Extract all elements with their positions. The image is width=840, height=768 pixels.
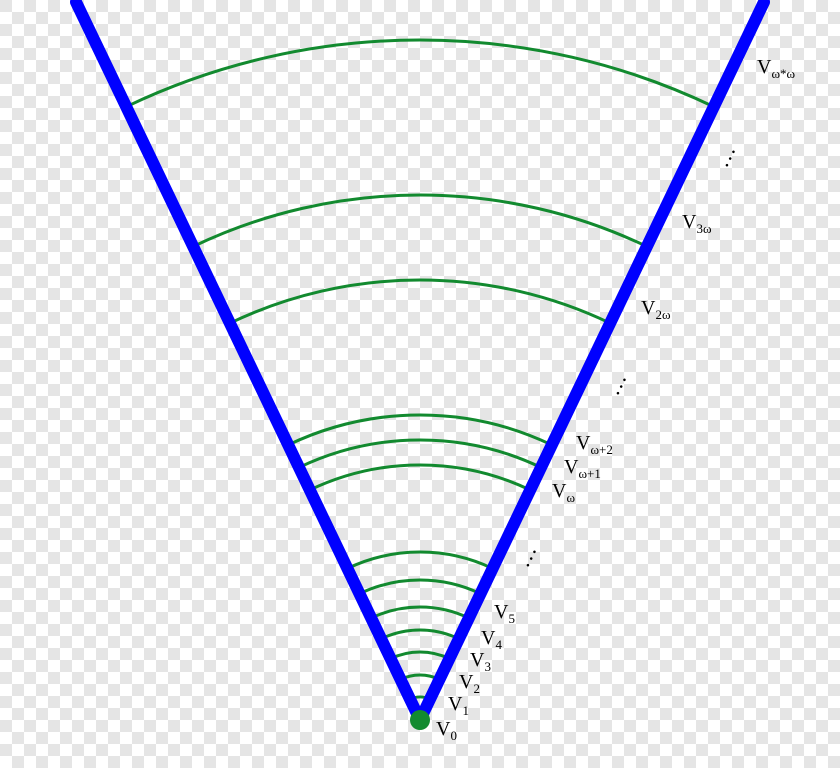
- level-arc: [391, 652, 450, 659]
- level-label: Vω: [552, 480, 575, 506]
- label-base: V: [481, 627, 495, 649]
- level-arc: [371, 607, 469, 618]
- level-arc: [360, 580, 481, 594]
- level-label: V4: [481, 627, 502, 653]
- level-arc: [347, 552, 492, 568]
- label-base: V: [494, 601, 508, 623]
- level-arc: [193, 195, 647, 247]
- level-arc: [230, 280, 610, 323]
- level-label: V3ω: [682, 211, 712, 237]
- level-arc: [126, 40, 714, 107]
- level-label: Vω*ω: [757, 56, 795, 82]
- level-arc: [299, 440, 541, 467]
- level-label: V2ω: [641, 297, 671, 323]
- cone-outline: [76, 2, 764, 720]
- label-subscript: 2ω: [655, 307, 670, 322]
- level-arcs: [126, 40, 714, 699]
- label-base: V: [552, 480, 566, 502]
- label-subscript: 4: [495, 637, 502, 652]
- label-subscript: ω+1: [578, 466, 600, 481]
- label-subscript: 3: [484, 659, 491, 674]
- von-neumann-hierarchy: [0, 0, 840, 768]
- label-base: V: [682, 211, 696, 233]
- level-arc: [381, 630, 459, 639]
- label-base: V: [641, 297, 655, 319]
- label-base: V: [564, 456, 578, 478]
- level-label: Vω+2: [576, 432, 613, 458]
- label-subscript: ω+2: [590, 442, 612, 457]
- label-subscript: 1: [462, 703, 469, 718]
- label-base: V: [576, 432, 590, 454]
- label-subscript: ω: [566, 490, 575, 505]
- level-label: V5: [494, 601, 515, 627]
- level-label: Vω+1: [564, 456, 601, 482]
- level-label: V0: [436, 718, 457, 744]
- apex-vertex-dot: [410, 710, 430, 730]
- level-arc: [310, 465, 530, 490]
- label-subscript: 2: [473, 681, 480, 696]
- label-subscript: 3ω: [696, 221, 711, 236]
- label-subscript: 0: [450, 728, 457, 743]
- label-subscript: 5: [508, 611, 515, 626]
- label-base: V: [436, 718, 450, 740]
- label-subscript: ω*ω: [771, 66, 795, 81]
- label-base: V: [757, 56, 771, 78]
